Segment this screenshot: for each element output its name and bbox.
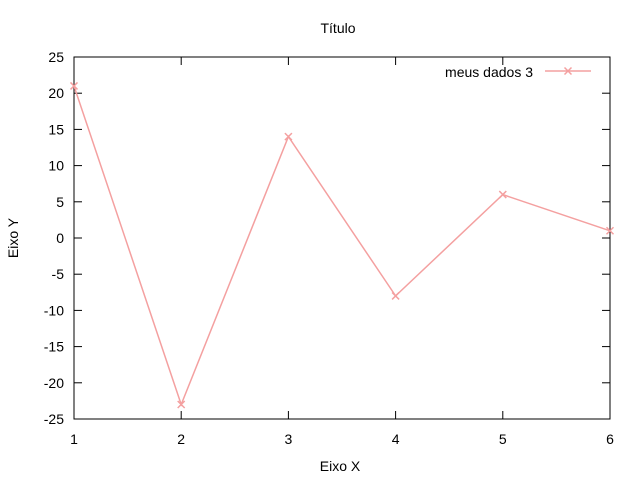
y-tick-label: 10 (48, 158, 64, 174)
x-tick-label: 2 (177, 431, 185, 447)
chart-title: Título (320, 20, 355, 36)
y-tick-label: -10 (44, 302, 64, 318)
y-tick-label: 0 (56, 230, 64, 246)
y-tick-label: -20 (44, 375, 64, 391)
x-tick-label: 1 (70, 431, 78, 447)
x-tick-label: 6 (606, 431, 614, 447)
data-point-marker (69, 81, 79, 90)
y-tick-label: 5 (56, 194, 64, 210)
plot-area-frame (73, 56, 611, 420)
x-axis: 1 2 3 4 5 6 (70, 57, 614, 447)
y-tick-label: -5 (52, 266, 65, 282)
data-point-marker (605, 226, 615, 235)
legend-marker-sample (563, 66, 573, 76)
x-axis-label: Eixo X (320, 458, 361, 474)
y-axis-label: Eixo Y (5, 217, 21, 258)
legend-entry-label: meus dados 3 (445, 64, 533, 80)
data-point-marker (391, 291, 400, 300)
x-tick-label: 4 (392, 431, 400, 447)
y-axis: 25 20 15 10 5 0 -5 -10 -15 -20 -25 (44, 49, 610, 427)
data-point-marker (284, 132, 293, 141)
y-tick-label: -25 (44, 411, 64, 427)
y-tick-label: 20 (48, 85, 64, 101)
y-tick-label: 25 (48, 49, 64, 65)
legend: meus dados 3 (445, 64, 591, 80)
series-line (73, 85, 611, 407)
x-tick-label: 5 (499, 431, 507, 447)
y-tick-label: 15 (48, 121, 64, 137)
y-tick-label: -15 (44, 339, 64, 355)
data-point-marker (498, 190, 507, 199)
x-tick-label: 3 (285, 431, 293, 447)
series-layer (69, 81, 615, 409)
data-point-marker (177, 400, 186, 409)
